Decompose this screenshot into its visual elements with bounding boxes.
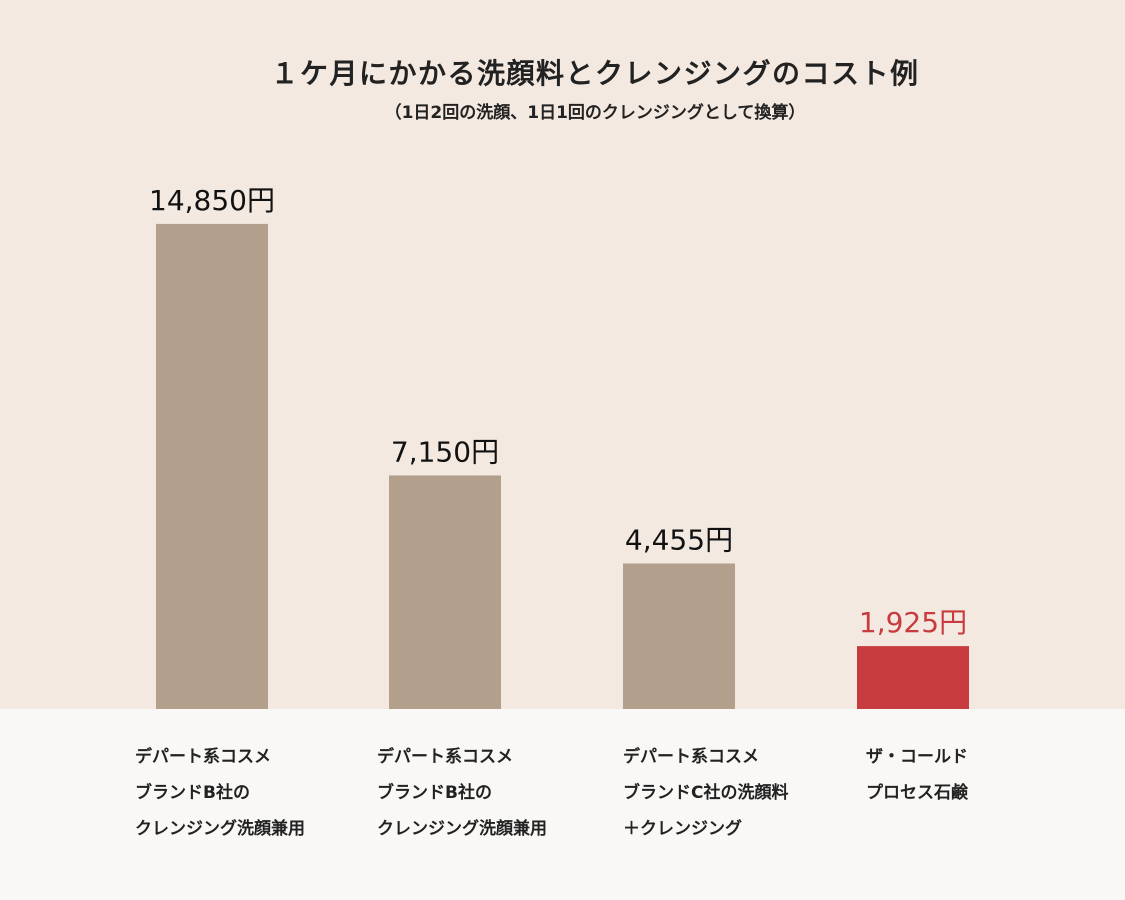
- category-label: デパート系コスメ ブランドB社の クレンジング洗顔兼用: [135, 739, 305, 847]
- category-label-line: クレンジング洗顔兼用: [377, 819, 547, 839]
- category-label-line: クレンジング洗顔兼用: [135, 819, 305, 839]
- category-label-background: [0, 709, 1125, 900]
- data-label: 7,150円: [391, 435, 499, 468]
- category-label-line: デパート系コスメ: [135, 747, 271, 767]
- category-label-line: ＋クレンジング: [623, 819, 742, 839]
- bar: [857, 646, 969, 709]
- category-label-line: ブランドB社の: [377, 783, 492, 803]
- category-label: ザ・コールド プロセス石鹸: [866, 739, 968, 811]
- category-label-line: デパート系コスメ: [377, 747, 513, 767]
- data-label: 14,850円: [149, 184, 275, 217]
- category-label: デパート系コスメ ブランドC社の洗顔料 ＋クレンジング: [623, 739, 788, 847]
- chart-title: １ケ月にかかる洗顔料とクレンジングのコスト例: [270, 57, 920, 90]
- data-label: 1,925円: [859, 606, 967, 639]
- bar: [389, 475, 501, 709]
- category-label-line: デパート系コスメ: [623, 747, 759, 767]
- category-label: デパート系コスメ ブランドB社の クレンジング洗顔兼用: [377, 739, 547, 847]
- bar: [623, 563, 735, 709]
- category-label-line: ザ・コールド: [866, 747, 968, 767]
- category-label-line: ブランドC社の洗顔料: [623, 783, 789, 803]
- chart-subtitle: （1日2回の洗顔、1日1回のクレンジングとして換算）: [384, 103, 806, 123]
- bar-chart: 14,850円 7,150円 4,455円 1,925円: [149, 184, 969, 709]
- bar: [156, 223, 268, 709]
- category-label-line: プロセス石鹸: [866, 783, 968, 803]
- category-label-line: ブランドB社の: [135, 783, 250, 803]
- data-label: 4,455円: [625, 523, 733, 556]
